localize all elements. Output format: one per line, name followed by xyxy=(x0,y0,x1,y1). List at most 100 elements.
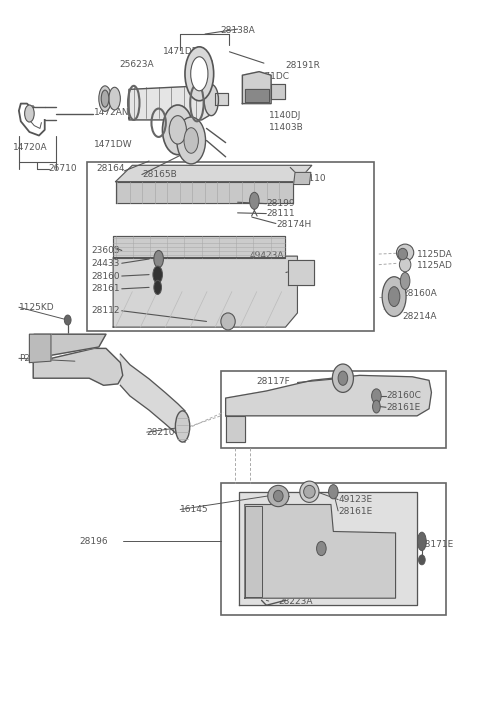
Text: 28161E: 28161E xyxy=(338,507,372,516)
Ellipse shape xyxy=(153,266,162,283)
Text: 1125AD: 1125AD xyxy=(417,261,453,270)
Text: 28112: 28112 xyxy=(92,306,120,315)
Ellipse shape xyxy=(328,485,338,499)
Polygon shape xyxy=(113,256,298,327)
Text: 1472AN: 1472AN xyxy=(94,107,130,117)
Polygon shape xyxy=(226,375,432,416)
Polygon shape xyxy=(245,90,269,102)
Ellipse shape xyxy=(400,272,410,289)
Text: 26710: 26710 xyxy=(48,164,77,173)
Ellipse shape xyxy=(250,192,259,209)
Text: 49423A: 49423A xyxy=(250,251,284,260)
Ellipse shape xyxy=(169,116,186,144)
Text: 25623A: 25623A xyxy=(120,60,155,69)
Ellipse shape xyxy=(154,280,161,294)
Polygon shape xyxy=(113,236,286,257)
Ellipse shape xyxy=(154,250,163,267)
Ellipse shape xyxy=(268,486,289,507)
Polygon shape xyxy=(271,85,286,99)
Text: 28117F: 28117F xyxy=(257,378,290,386)
Polygon shape xyxy=(245,506,262,597)
Ellipse shape xyxy=(419,555,425,565)
Polygon shape xyxy=(215,93,228,105)
Polygon shape xyxy=(129,86,211,120)
Text: 28111: 28111 xyxy=(266,209,295,218)
Ellipse shape xyxy=(175,411,190,442)
Text: 49123E: 49123E xyxy=(338,495,372,504)
Polygon shape xyxy=(120,354,185,442)
Ellipse shape xyxy=(99,86,111,112)
Ellipse shape xyxy=(372,400,380,413)
Text: 28199: 28199 xyxy=(266,199,295,208)
Ellipse shape xyxy=(162,105,193,155)
Text: 1471DP: 1471DP xyxy=(163,48,198,56)
Text: 14720A: 14720A xyxy=(12,143,48,152)
Ellipse shape xyxy=(191,57,208,91)
Polygon shape xyxy=(116,166,312,181)
Text: 28138: 28138 xyxy=(185,60,214,69)
Ellipse shape xyxy=(185,47,214,101)
Bar xyxy=(221,483,446,614)
Text: 1125DA: 1125DA xyxy=(417,250,453,259)
Ellipse shape xyxy=(300,481,319,503)
Text: 16145: 16145 xyxy=(180,505,209,514)
Ellipse shape xyxy=(388,287,400,306)
Ellipse shape xyxy=(304,486,315,498)
Ellipse shape xyxy=(221,313,235,330)
Ellipse shape xyxy=(332,364,353,392)
Text: 28138A: 28138A xyxy=(220,26,255,35)
Text: 28191R: 28191R xyxy=(286,61,320,70)
Polygon shape xyxy=(242,72,271,104)
Text: 28161E: 28161E xyxy=(386,403,420,412)
Polygon shape xyxy=(29,334,51,363)
Ellipse shape xyxy=(396,244,414,261)
Polygon shape xyxy=(33,348,123,385)
Text: 28160A: 28160A xyxy=(403,289,437,298)
Ellipse shape xyxy=(418,533,426,550)
Ellipse shape xyxy=(274,491,283,502)
Ellipse shape xyxy=(204,85,218,116)
Text: 28196: 28196 xyxy=(80,537,108,546)
Text: 28160C: 28160C xyxy=(386,392,421,400)
Text: 28164: 28164 xyxy=(96,164,125,173)
Text: 28223A: 28223A xyxy=(278,597,313,606)
Text: 28160C: 28160C xyxy=(314,548,349,557)
Ellipse shape xyxy=(64,315,71,325)
Ellipse shape xyxy=(101,90,109,107)
Ellipse shape xyxy=(109,87,120,110)
Polygon shape xyxy=(239,492,417,605)
Ellipse shape xyxy=(338,371,348,385)
Text: 28165B: 28165B xyxy=(142,170,177,179)
Text: 23603: 23603 xyxy=(92,246,120,255)
Ellipse shape xyxy=(184,128,198,154)
Ellipse shape xyxy=(399,257,411,272)
Text: 1140DJ: 1140DJ xyxy=(269,111,301,120)
Ellipse shape xyxy=(24,105,34,122)
Ellipse shape xyxy=(372,389,381,403)
Text: 1471DC: 1471DC xyxy=(254,72,290,81)
Ellipse shape xyxy=(382,277,406,316)
Ellipse shape xyxy=(317,541,326,555)
Text: 28210: 28210 xyxy=(147,427,175,437)
Text: 28110: 28110 xyxy=(298,173,326,183)
Polygon shape xyxy=(29,334,106,359)
Text: 28171E: 28171E xyxy=(420,540,454,549)
Text: 1471DW: 1471DW xyxy=(94,139,132,149)
Ellipse shape xyxy=(177,117,205,164)
Text: 1125KD: 1125KD xyxy=(19,303,55,311)
Polygon shape xyxy=(294,173,311,184)
Text: 28214A: 28214A xyxy=(403,312,437,321)
Polygon shape xyxy=(245,505,396,598)
Text: 24433: 24433 xyxy=(92,259,120,268)
Text: 28174H: 28174H xyxy=(276,220,311,229)
Polygon shape xyxy=(116,181,293,203)
Text: P28108: P28108 xyxy=(19,354,53,363)
Text: 11403B: 11403B xyxy=(269,122,303,132)
Ellipse shape xyxy=(398,248,408,260)
Polygon shape xyxy=(288,260,314,284)
Text: 28161: 28161 xyxy=(92,284,120,294)
Polygon shape xyxy=(226,416,245,442)
Text: 28160: 28160 xyxy=(92,272,120,281)
Bar xyxy=(87,162,374,331)
Bar xyxy=(221,371,446,448)
